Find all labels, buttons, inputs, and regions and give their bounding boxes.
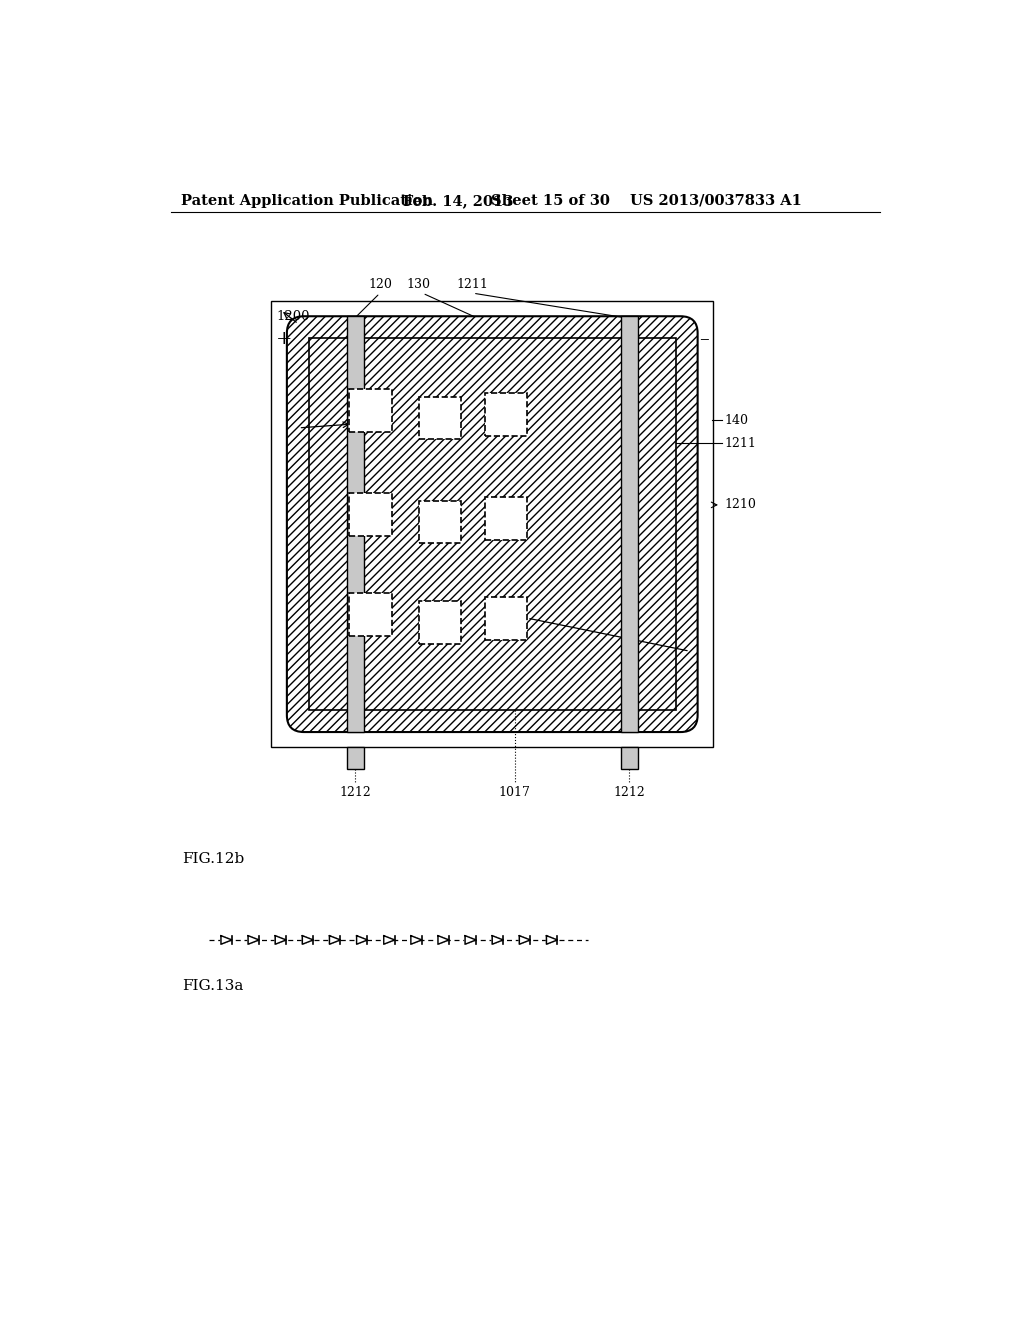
Polygon shape — [356, 936, 368, 944]
Text: 130: 130 — [407, 277, 431, 290]
Text: 1212: 1212 — [613, 785, 645, 799]
Text: 1200: 1200 — [276, 310, 310, 323]
Bar — [308, 338, 676, 710]
Polygon shape — [248, 936, 259, 944]
Text: FIG.13a: FIG.13a — [182, 979, 244, 993]
Bar — [484, 597, 527, 640]
Bar — [349, 494, 391, 536]
Text: Feb. 14, 2013: Feb. 14, 2013 — [403, 194, 513, 207]
Polygon shape — [438, 936, 449, 944]
Bar — [419, 601, 461, 644]
Bar — [346, 747, 364, 770]
Polygon shape — [519, 936, 530, 944]
Polygon shape — [384, 936, 394, 944]
Bar — [419, 397, 461, 440]
Text: 1212: 1212 — [339, 785, 371, 799]
Bar — [349, 594, 391, 636]
Text: Patent Application Publication: Patent Application Publication — [180, 194, 433, 207]
Polygon shape — [547, 936, 557, 944]
Polygon shape — [221, 936, 231, 944]
Polygon shape — [465, 936, 476, 944]
Text: FIG.12b: FIG.12b — [182, 853, 245, 866]
Polygon shape — [493, 936, 503, 944]
Text: –: – — [699, 330, 709, 348]
Text: 120: 120 — [368, 277, 392, 290]
Text: 1211: 1211 — [725, 437, 757, 450]
Text: 1210: 1210 — [725, 499, 757, 511]
Text: US 2013/0037833 A1: US 2013/0037833 A1 — [630, 194, 802, 207]
Text: 140: 140 — [725, 413, 749, 426]
Polygon shape — [275, 936, 286, 944]
Bar — [484, 393, 527, 436]
Bar — [419, 502, 461, 544]
Text: +: + — [276, 330, 293, 348]
Bar — [271, 301, 713, 747]
FancyBboxPatch shape — [287, 317, 697, 733]
Polygon shape — [330, 936, 340, 944]
Bar — [346, 317, 364, 733]
Polygon shape — [302, 936, 313, 944]
Polygon shape — [411, 936, 422, 944]
Bar — [308, 338, 676, 710]
Text: 1211: 1211 — [457, 277, 488, 290]
Bar — [621, 747, 638, 770]
Bar — [621, 317, 638, 733]
Bar — [349, 389, 391, 432]
Text: 1017: 1017 — [499, 785, 530, 799]
Text: Sheet 15 of 30: Sheet 15 of 30 — [490, 194, 609, 207]
Bar — [484, 498, 527, 540]
